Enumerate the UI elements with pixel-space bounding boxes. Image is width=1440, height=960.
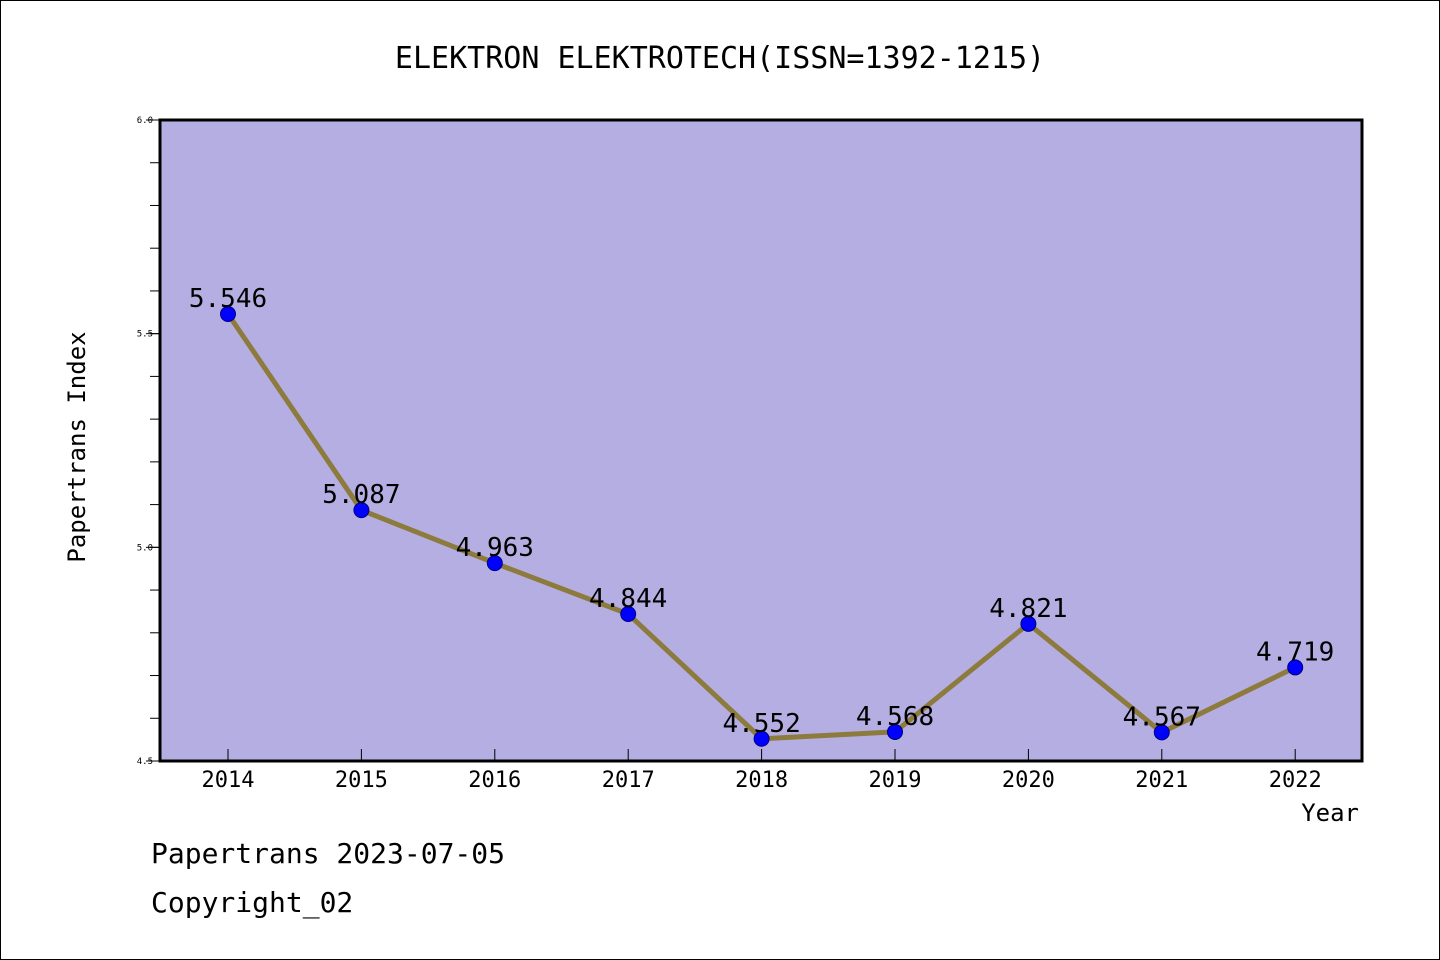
data-point xyxy=(1287,659,1304,676)
data-label: 4.567 xyxy=(1123,702,1201,732)
chart-title: ELEKTRON ELEKTROTECH(ISSN=1392-1215) xyxy=(395,41,1045,76)
y-axis: 4.5 5.0 5.5 6.0 xyxy=(137,116,160,767)
y-tick-label: 4.5 xyxy=(137,757,153,767)
data-label: 4.568 xyxy=(856,702,934,732)
data-point xyxy=(486,555,503,572)
data-label: 4.719 xyxy=(1256,637,1334,667)
data-point xyxy=(1153,724,1170,741)
x-tick-label: 2019 xyxy=(869,768,922,793)
data-label: 5.087 xyxy=(322,480,400,510)
x-axis: 2014 2015 2016 2017 2018 2019 2020 2021 2022 xyxy=(202,749,1322,793)
x-tick-label: 2016 xyxy=(468,768,521,793)
x-tick-label: 2020 xyxy=(1002,768,1055,793)
data-point xyxy=(620,605,637,622)
data-point xyxy=(753,730,770,747)
x-tick-label: 2015 xyxy=(335,768,388,793)
data-label: 4.552 xyxy=(722,709,800,739)
data-point xyxy=(220,306,236,323)
data-labels: 5.546 5.087 4.963 4.844 4.552 4.568 4.821 4.567… xyxy=(189,284,1334,739)
x-tick-label: 2014 xyxy=(202,768,255,793)
footer-date-text: Papertrans 2023-07-05 xyxy=(151,837,506,870)
data-label: 5.546 xyxy=(189,284,267,314)
y-tick-label: 5.5 xyxy=(137,330,153,340)
footer-copyright-text: Copyright_02 xyxy=(151,886,354,919)
x-tick-label: 2017 xyxy=(602,768,655,793)
data-point xyxy=(1020,615,1037,632)
x-axis-label: Year xyxy=(1301,799,1359,827)
x-tick-label: 2021 xyxy=(1135,768,1188,793)
data-label: 4.963 xyxy=(456,533,534,563)
data-point xyxy=(353,502,370,519)
plot-area xyxy=(158,118,1364,763)
y-axis-label: Papertrans Index xyxy=(63,331,91,562)
x-tick-label: 2022 xyxy=(1269,768,1322,793)
data-label: 4.844 xyxy=(589,584,667,614)
y-tick-label: 5.0 xyxy=(137,543,153,553)
data-series xyxy=(220,306,1304,747)
data-point xyxy=(887,723,903,740)
data-label: 4.821 xyxy=(989,594,1067,624)
y-tick-label: 6.0 xyxy=(137,116,153,126)
x-tick-label: 2018 xyxy=(735,768,788,793)
